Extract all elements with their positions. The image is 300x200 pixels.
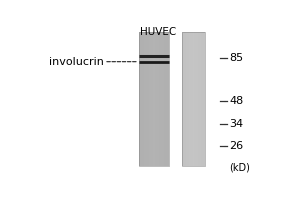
Bar bbox=[201, 32, 202, 166]
Bar bbox=[165, 32, 166, 166]
Bar bbox=[166, 32, 167, 166]
Bar bbox=[168, 32, 169, 166]
Bar bbox=[184, 32, 185, 166]
Bar bbox=[202, 32, 203, 166]
Bar bbox=[162, 32, 163, 166]
Text: 48: 48 bbox=[229, 96, 244, 106]
Bar bbox=[139, 32, 169, 166]
Bar bbox=[151, 32, 152, 166]
Bar bbox=[153, 32, 154, 166]
Bar bbox=[142, 32, 143, 166]
Bar bbox=[182, 32, 205, 166]
Bar bbox=[158, 32, 159, 166]
Bar bbox=[203, 32, 204, 166]
Bar bbox=[189, 32, 190, 166]
Bar bbox=[188, 32, 189, 166]
Bar bbox=[143, 32, 144, 166]
Bar bbox=[182, 32, 183, 166]
Bar bbox=[198, 32, 199, 166]
Bar bbox=[145, 32, 146, 166]
Bar bbox=[183, 32, 184, 166]
Bar bbox=[156, 32, 157, 166]
Bar bbox=[144, 32, 145, 166]
Text: HUVEC: HUVEC bbox=[140, 27, 176, 37]
Bar bbox=[204, 32, 205, 166]
Bar bbox=[154, 32, 155, 166]
Bar bbox=[194, 32, 195, 166]
Bar bbox=[197, 32, 198, 166]
Bar bbox=[149, 32, 150, 166]
Bar bbox=[152, 32, 153, 166]
Text: 34: 34 bbox=[229, 119, 243, 129]
Bar bbox=[164, 32, 165, 166]
Bar bbox=[187, 32, 188, 166]
Bar bbox=[159, 32, 160, 166]
Bar bbox=[160, 32, 161, 166]
Text: 85: 85 bbox=[229, 53, 243, 63]
Bar bbox=[192, 32, 193, 166]
Bar bbox=[202, 32, 203, 166]
Bar bbox=[196, 32, 197, 166]
Bar bbox=[182, 32, 205, 166]
Bar bbox=[186, 32, 187, 166]
Bar bbox=[148, 32, 149, 166]
Bar bbox=[155, 32, 156, 166]
Bar bbox=[195, 32, 196, 166]
Bar bbox=[163, 32, 164, 166]
Bar bbox=[161, 32, 162, 166]
Bar bbox=[147, 32, 148, 166]
Bar bbox=[167, 32, 168, 166]
Bar bbox=[139, 32, 169, 166]
Bar bbox=[200, 32, 201, 166]
Bar bbox=[185, 32, 186, 166]
Text: involucrin: involucrin bbox=[49, 57, 136, 67]
Bar bbox=[157, 32, 158, 166]
Bar bbox=[199, 32, 200, 166]
Bar bbox=[140, 32, 141, 166]
Bar bbox=[139, 32, 140, 166]
Bar bbox=[146, 32, 147, 166]
Text: (kD): (kD) bbox=[229, 163, 250, 173]
Bar bbox=[193, 32, 194, 166]
Bar bbox=[141, 32, 142, 166]
Bar bbox=[190, 32, 191, 166]
Bar bbox=[150, 32, 151, 166]
Text: 26: 26 bbox=[229, 141, 243, 151]
Bar bbox=[191, 32, 192, 166]
